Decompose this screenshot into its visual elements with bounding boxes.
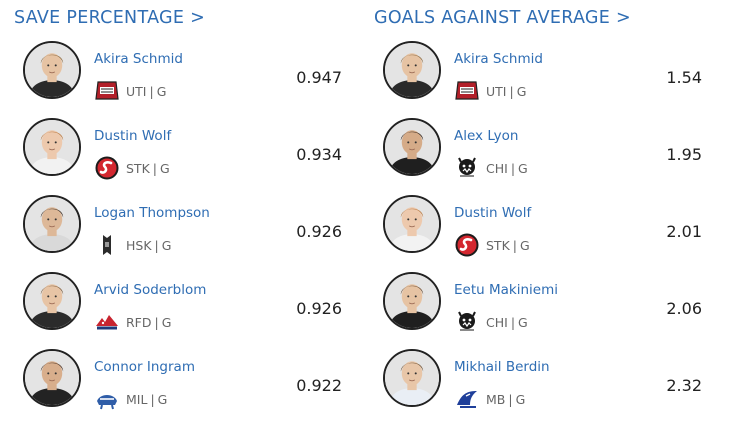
stat-value: 2.32: [666, 376, 702, 395]
player-row: Dustin Wolf STK | G 0.934: [14, 113, 344, 190]
mil-logo-icon: [94, 387, 120, 411]
save-percentage-link[interactable]: SAVE PERCENTAGE >: [14, 8, 206, 28]
goals-against-average-link[interactable]: GOALS AGAINST AVERAGE >: [374, 8, 631, 28]
stk-logo-icon: [94, 156, 120, 180]
player-position: G: [157, 391, 168, 407]
separator: |: [154, 314, 159, 330]
save-percentage-list: Akira Schmid UTI | G 0.947 Dustin Wolf STK | G 0.…: [14, 36, 344, 421]
player-name-link[interactable]: Akira Schmid: [94, 51, 183, 67]
stat-value: 1.95: [666, 145, 702, 164]
stat-value: 0.926: [296, 222, 342, 241]
player-photo[interactable]: [23, 349, 81, 407]
separator: |: [510, 160, 516, 176]
player-team-position: STK | G: [454, 233, 530, 257]
player-team-position: CHI | G: [454, 156, 528, 180]
player-position: G: [516, 83, 527, 99]
player-name-link[interactable]: Logan Thompson: [94, 205, 210, 221]
separator: |: [508, 391, 513, 407]
player-position: G: [520, 237, 530, 253]
team-abbreviation: STK: [486, 237, 510, 253]
player-position: G: [518, 160, 528, 176]
separator: |: [149, 83, 154, 99]
player-row: Alex Lyon CHI | G 1.95: [374, 113, 704, 190]
player-team-position: CHI | G: [454, 310, 528, 334]
team-abbreviation: CHI: [486, 314, 508, 330]
player-photo[interactable]: [383, 349, 441, 407]
player-name-link[interactable]: Mikhail Berdin: [454, 359, 550, 375]
player-team-position: RFD | G: [94, 310, 171, 334]
player-position: G: [515, 391, 526, 407]
team-abbreviation: HSK: [126, 237, 152, 253]
player-row: Mikhail Berdin MB | G 2.32: [374, 344, 704, 421]
chi-logo-icon: [454, 310, 480, 334]
player-photo[interactable]: [383, 272, 441, 330]
mb-logo-icon: [454, 387, 480, 411]
player-name-link[interactable]: Eetu Makiniemi: [454, 282, 558, 298]
uti-logo-icon: [94, 79, 120, 103]
save-percentage-section: SAVE PERCENTAGE > Akira Schmid UTI | G 0.947…: [14, 0, 364, 410]
player-photo[interactable]: [23, 41, 81, 99]
team-abbreviation: STK: [126, 160, 150, 176]
player-position: G: [160, 160, 170, 176]
player-row: Arvid Soderblom RFD | G 0.926: [14, 267, 344, 344]
player-position: G: [518, 314, 528, 330]
player-photo[interactable]: [23, 118, 81, 176]
player-position: G: [156, 83, 167, 99]
stk-logo-icon: [454, 233, 480, 257]
stat-value: 0.947: [296, 68, 342, 87]
player-name-link[interactable]: Akira Schmid: [454, 51, 543, 67]
player-name-link[interactable]: Arvid Soderblom: [94, 282, 207, 298]
player-photo[interactable]: [383, 41, 441, 99]
team-abbreviation: RFD: [126, 314, 152, 330]
stat-value: 0.926: [296, 299, 342, 318]
player-row: Connor Ingram MIL | G 0.922: [14, 344, 344, 421]
stat-value: 2.06: [666, 299, 702, 318]
stat-value: 1.54: [666, 68, 702, 87]
team-abbreviation: UTI: [126, 83, 147, 99]
goals-against-average-section: GOALS AGAINST AVERAGE > Akira Schmid UTI |…: [374, 0, 724, 408]
hsk-logo-icon: [94, 233, 120, 257]
separator: |: [512, 237, 517, 253]
player-row: Eetu Makiniemi CHI | G 2.06: [374, 267, 704, 344]
player-team-position: MIL | G: [94, 387, 167, 411]
player-name-link[interactable]: Dustin Wolf: [454, 205, 532, 221]
separator: |: [154, 237, 159, 253]
player-team-position: UTI | G: [454, 79, 526, 103]
separator: |: [509, 83, 514, 99]
chi-logo-icon: [454, 156, 480, 180]
player-team-position: HSK | G: [94, 233, 171, 257]
player-position: G: [161, 314, 172, 330]
player-row: Logan Thompson HSK | G 0.926: [14, 190, 344, 267]
player-team-position: UTI | G: [94, 79, 166, 103]
team-abbreviation: MB: [486, 391, 506, 407]
stat-value: 0.934: [296, 145, 342, 164]
player-photo[interactable]: [383, 118, 441, 176]
uti-logo-icon: [454, 79, 480, 103]
team-abbreviation: CHI: [486, 160, 508, 176]
player-photo[interactable]: [23, 195, 81, 253]
team-abbreviation: UTI: [486, 83, 507, 99]
player-position: G: [161, 237, 172, 253]
player-row: Akira Schmid UTI | G 0.947: [14, 36, 344, 113]
team-abbreviation: MIL: [126, 391, 148, 407]
player-row: Akira Schmid UTI | G 1.54: [374, 36, 704, 113]
stat-value: 0.922: [296, 376, 342, 395]
player-photo[interactable]: [383, 195, 441, 253]
player-row: Dustin Wolf STK | G 2.01: [374, 190, 704, 267]
separator: |: [510, 314, 516, 330]
player-team-position: STK | G: [94, 156, 170, 180]
separator: |: [150, 391, 155, 407]
rfd-logo-icon: [94, 310, 120, 334]
player-team-position: MB | G: [454, 387, 525, 411]
player-name-link[interactable]: Dustin Wolf: [94, 128, 172, 144]
goals-against-average-list: Akira Schmid UTI | G 1.54 Alex Lyon CHI | G 1.95 D…: [374, 36, 704, 421]
player-photo[interactable]: [23, 272, 81, 330]
player-name-link[interactable]: Alex Lyon: [454, 128, 519, 144]
stat-value: 2.01: [666, 222, 702, 241]
separator: |: [152, 160, 157, 176]
player-name-link[interactable]: Connor Ingram: [94, 359, 195, 375]
